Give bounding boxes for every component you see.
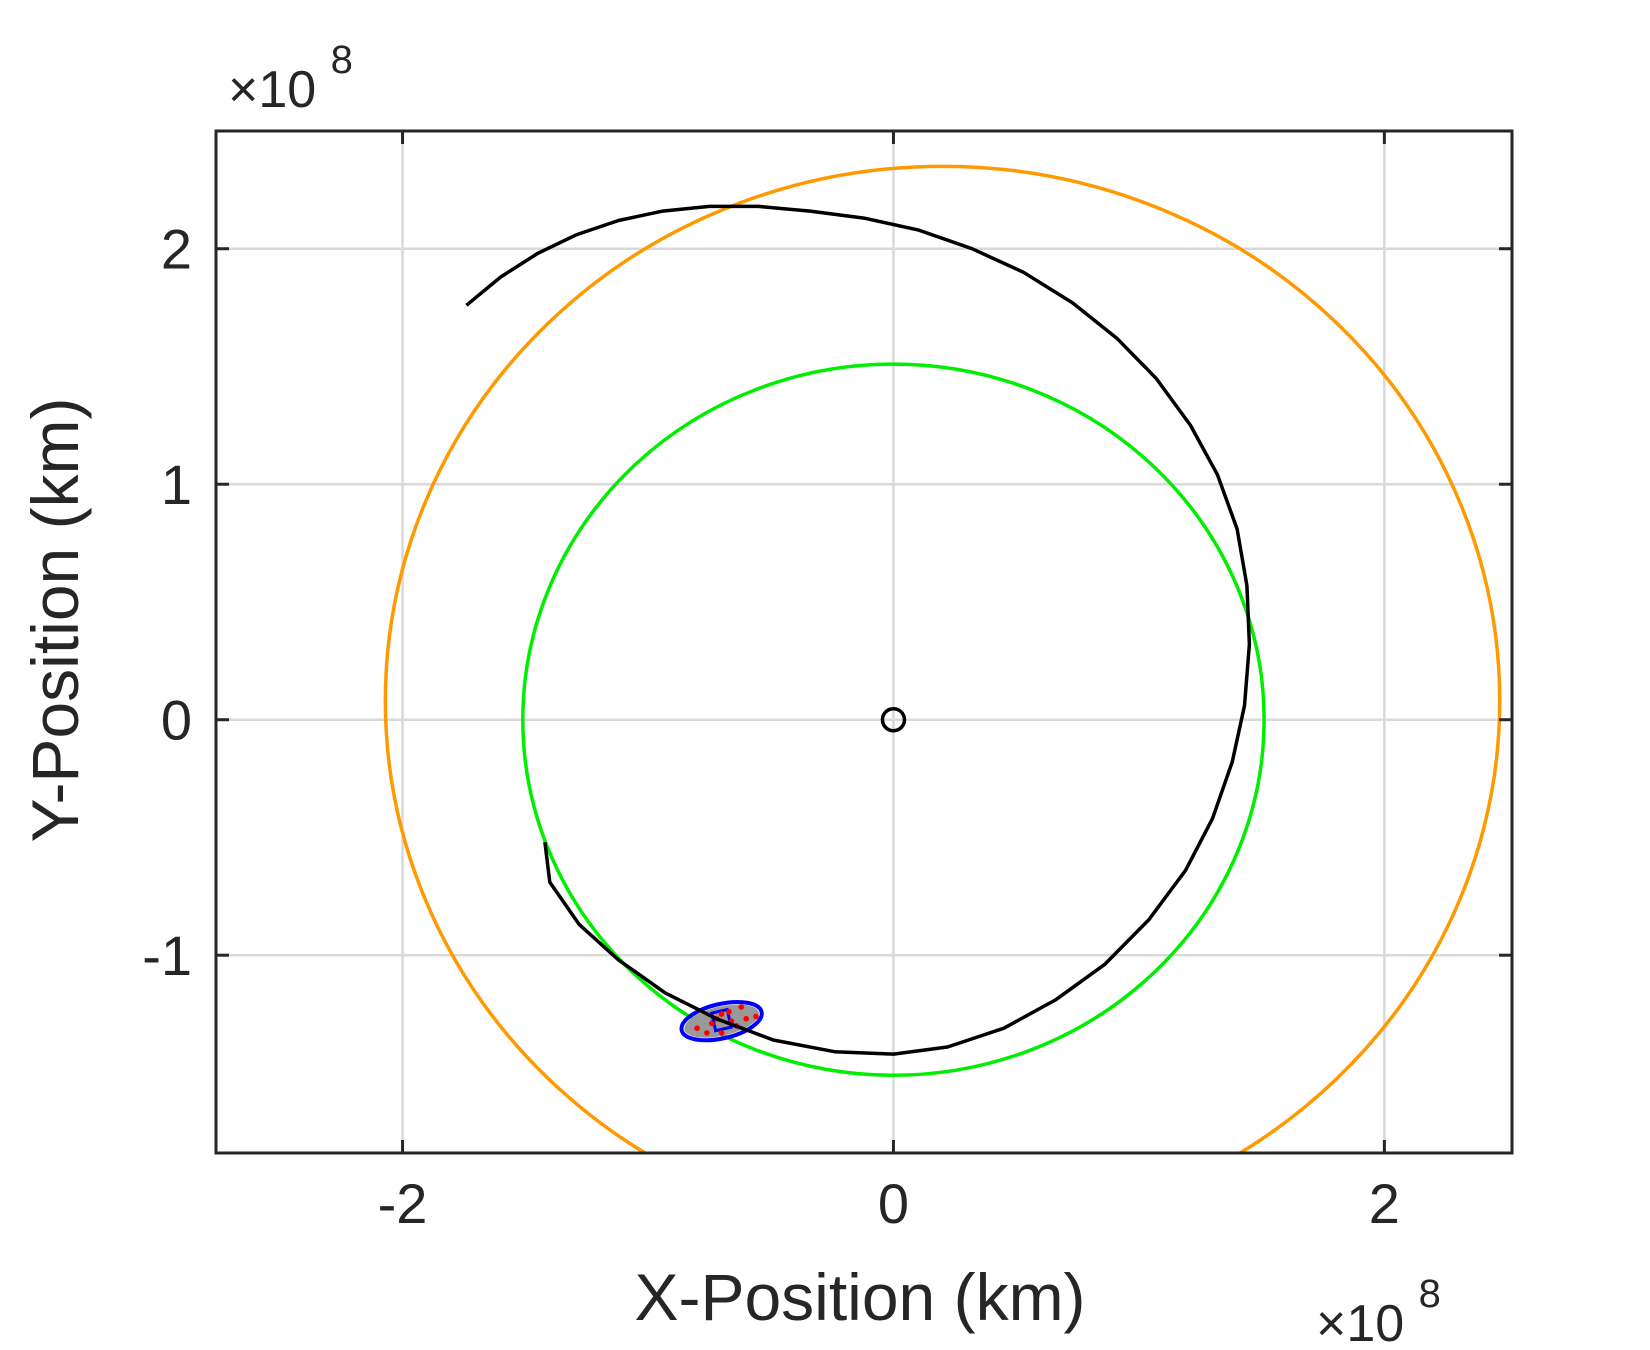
y-tick-label: 2 [161,218,192,281]
x-exponent-base: ×10 [1316,1295,1404,1350]
y-tick-label: -1 [142,924,192,987]
x-tick-label: 0 [878,1172,909,1235]
y-tick-label: 0 [161,689,192,752]
x-tick-label: -2 [378,1172,428,1235]
samples-point [726,1008,732,1015]
samples-point [738,1004,745,1010]
x-axis-label: X-Position (km) [634,1260,1085,1334]
outer-orbit-line [383,164,1502,1153]
y-tick-label: 1 [161,453,192,516]
y-exponent-label: ×10 8 [228,38,353,119]
y-exponent-base: ×10 [228,61,316,119]
samples-point [709,1020,715,1027]
samples-point [694,1025,700,1031]
plot-background [216,131,1512,1153]
ellipse-line [679,1000,764,1043]
samples-point [753,1013,759,1020]
samples-point [718,1011,725,1017]
x-tick-label: 2 [1369,1172,1400,1235]
inner-orbit-line [521,362,1266,1078]
x-exponent-label: ×10 8 [1316,1272,1441,1350]
y-axis-label: Y-Position (km) [18,397,92,842]
samples-point [704,1030,710,1036]
trajectory-line [465,204,1252,1056]
center-marker-point [880,706,907,733]
axes-box [214,129,1514,1155]
plot-area [383,164,1502,1153]
y-exponent-power: 8 [331,38,353,82]
samples-point [743,1015,749,1022]
x-exponent-power: 8 [1419,1272,1441,1316]
samples-point [718,1030,725,1036]
axis-ticks: -2 0 2 -1 0 1 2 [142,131,1512,1235]
